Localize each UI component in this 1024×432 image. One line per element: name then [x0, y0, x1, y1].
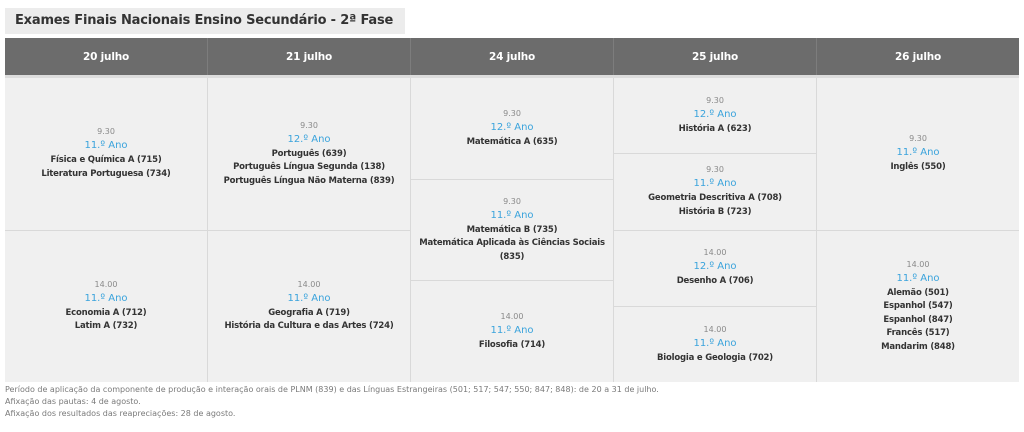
- exam-name: Filosofia (714): [478, 339, 546, 350]
- table-header: 20 julho 21 julho 24 julho 25 julho 26 julho: [5, 38, 1019, 75]
- exam-name: Português Língua Não Materna (839): [223, 175, 395, 186]
- footnote-oral-exams: Período de aplicação da componente de pr…: [5, 385, 659, 394]
- day-header: 21 julho: [208, 38, 411, 75]
- exam-name: Biologia e Geologia (702): [657, 352, 773, 363]
- exam-session: 14.00 11.º Ano Biologia e Geologia (702): [614, 306, 816, 382]
- exam-session: 9.30 12.º Ano Português (639) Português Lín…: [208, 78, 410, 231]
- exam-session: 14.00 11.º Ano Filosofia (714): [411, 281, 613, 383]
- school-year: 11.º Ano: [84, 140, 128, 152]
- exam-name: Literatura Portuguesa (734): [41, 168, 171, 179]
- session-time: 9.30: [503, 196, 521, 206]
- session-time: 9.30: [503, 108, 521, 118]
- school-year: 12.º Ano: [490, 121, 534, 133]
- exam-name: História da Cultura e das Artes (724): [224, 321, 394, 332]
- footnote-reappraisal-results: Afixação dos resultados das reapreciaçõe…: [5, 409, 236, 418]
- session-time: 14.00: [703, 248, 727, 258]
- exam-session: 14.00 11.º Ano Economia A (712) Latim A (73…: [5, 230, 207, 382]
- school-year: 12.º Ano: [693, 108, 737, 120]
- day-column: 9.30 12.º Ano Português (639) Português Lín…: [208, 78, 411, 382]
- session-time: 14.00: [500, 311, 524, 321]
- session-time: 9.30: [97, 127, 115, 137]
- session-time: 14.00: [94, 279, 118, 289]
- exam-name: Espanhol (547): [883, 301, 953, 311]
- exam-name: Português Língua Segunda (138): [233, 162, 385, 172]
- footnote-grades-posting: Afixação das pautas: 4 de agosto.: [5, 397, 141, 406]
- schedule-table: 20 julho 21 julho 24 julho 25 julho 26 julho…: [5, 38, 1019, 383]
- exam-session: 14.00 12.º Ano Desenho A (706): [614, 230, 816, 307]
- school-year: 11.º Ano: [490, 209, 534, 221]
- session-time: 9.30: [300, 120, 318, 130]
- exam-session: 9.30 12.º Ano História A (623): [614, 78, 816, 155]
- exam-name: Espanhol (847): [883, 314, 953, 325]
- day-column: 9.30 12.º Ano História A (623) 9.30 11.º Ano…: [614, 78, 817, 382]
- day-header: 26 julho: [894, 50, 942, 63]
- school-year: 11.º Ano: [490, 324, 534, 336]
- session-time: 14.00: [906, 259, 930, 269]
- exam-session: 9.30 12.º Ano Matemática A (635): [411, 78, 613, 180]
- exam-name: Economia A (712): [65, 307, 147, 318]
- title-area: Exames Finais Nacionais Ensino Secundári…: [5, 8, 406, 34]
- school-year: 11.º Ano: [693, 337, 737, 349]
- exam-name: Inglês (550): [890, 162, 946, 172]
- exam-name: Francês (517): [886, 328, 950, 338]
- footnotes: Período de aplicação da componente de pr…: [5, 384, 659, 420]
- exam-name: Geometria Descritiva A (708): [648, 193, 782, 204]
- school-year: 11.º Ano: [693, 178, 737, 190]
- exam-name: Alemão (501): [887, 287, 949, 298]
- exam-session: 14.00 11.º Ano Geografia A (719) História d…: [208, 230, 410, 382]
- page-title: Exames Finais Nacionais Ensino Secundári…: [5, 8, 406, 34]
- day-column: 9.30 12.º Ano Matemática A (635) 9.30 11.º A…: [411, 78, 614, 383]
- day-header: 25 julho: [614, 38, 817, 75]
- day-column: 9.30 11.º Ano Física e Química A (715) Lite…: [5, 78, 208, 382]
- day-header: 20 julho: [5, 38, 208, 75]
- school-year: 11.º Ano: [896, 272, 940, 284]
- exam-name: Geografia A (719): [268, 307, 350, 318]
- exam-name: Português (639): [271, 148, 347, 159]
- school-year: 11.º Ano: [84, 292, 128, 304]
- school-year: 11.º Ano: [287, 292, 331, 304]
- exam-name: História A (623): [678, 123, 752, 134]
- school-year: 12.º Ano: [287, 133, 331, 145]
- session-time: 14.00: [297, 279, 321, 289]
- exam-name: (835): [499, 251, 525, 262]
- exam-session: 14.00 11.º Ano Alemão (501) Espanhol (547) E…: [817, 230, 1019, 382]
- session-time: 9.30: [706, 165, 724, 175]
- session-time: 9.30: [909, 134, 927, 143]
- exam-name: Matemática A (635): [466, 136, 558, 147]
- session-time: 14.00: [703, 324, 727, 334]
- exam-session: 9.30 11.º Ano Física e Química A (715) Lite…: [5, 78, 207, 231]
- exam-session: 9.30 11.º Ano Geometria Descritiva A (708)…: [614, 154, 816, 231]
- exam-name: Mandarim (848): [881, 341, 955, 352]
- day-header: 24 julho: [411, 38, 614, 75]
- exam-name: Matemática Aplicada às Ciências Sociais: [419, 238, 605, 249]
- session-time: 9.30: [706, 95, 724, 105]
- exam-name: Matemática B (735): [466, 224, 558, 235]
- exam-name: Latim A (732): [74, 321, 138, 332]
- school-year: 12.º Ano: [693, 261, 737, 273]
- exam-name: Física e Química A (715): [50, 155, 162, 166]
- table-body: 9.30 11.º Ano Física e Química A (715) Lite…: [5, 75, 1019, 383]
- exam-name: Desenho A (706): [676, 276, 754, 287]
- day-column: 9.30 11.º Ano Inglês (550) 14.00 11.º Ano Ale…: [817, 78, 1019, 382]
- exam-session: 9.30 11.º Ano Matemática B (735) Matemática…: [411, 179, 613, 282]
- school-year: 11.º Ano: [896, 147, 940, 158]
- exam-name: História B (723): [678, 206, 752, 217]
- exam-session: 9.30 11.º Ano Inglês (550): [817, 78, 1019, 231]
